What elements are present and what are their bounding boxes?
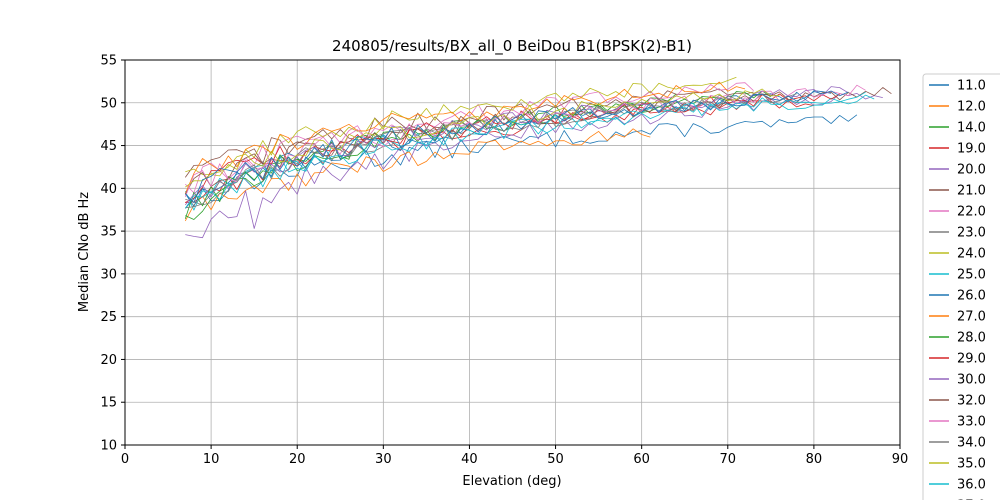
legend-entry: 19.0 [957,142,986,157]
x-tick-label: 80 [806,452,823,467]
series-line-11-0 [185,114,858,209]
series-line-25-0 [184,94,875,211]
x-tick-label: 90 [892,452,909,467]
y-axis-label: Median CNo dB Hz [77,192,92,312]
y-tick-label: 50 [100,96,117,111]
legend-entry: 11.0 [957,79,986,94]
legend-entry: 26.0 [957,289,986,304]
legend: 11.0 12.0 14.0 19.0 20.0 21.0 22.0 23.0 24.0 25.0… [922,73,1000,500]
x-tick-label: 10 [203,452,220,467]
series-line-29-0 [185,93,840,203]
legend-entry: 24.0 [957,247,986,262]
y-tick-label: 20 [100,353,117,368]
x-tick-label: 70 [720,452,737,467]
legend-entry: 20.0 [957,163,986,178]
x-tick-label: 0 [121,452,129,467]
legend-entry: 25.0 [957,268,986,283]
legend-entry: 30.0 [957,373,986,388]
series-line-20-0 [185,93,883,239]
series-line-36-0 [184,91,866,209]
chart-title: 240805/results/BX_all_0 BeiDou B1(BPSK(2… [332,37,692,56]
x-tick-label: 20 [289,452,306,467]
series-line-37-0 [185,90,849,204]
x-tick-label: 60 [633,452,650,467]
legend-entry: 35.0 [957,457,986,472]
legend-entry: 37.0 [957,499,986,500]
legend-entry: 23.0 [957,226,986,241]
legend-entry: 12.0 [957,100,986,115]
series-line-35-0 [185,88,780,188]
x-axis-ticks: 0 10 20 30 40 50 60 70 80 90 [121,445,908,467]
series-line-27-0 [184,81,746,194]
x-tick-label: 30 [375,452,392,467]
y-tick-label: 45 [100,139,117,154]
x-tick-label: 50 [547,452,564,467]
series-line-34-0 [185,93,797,209]
y-tick-label: 55 [100,54,117,69]
y-tick-label: 15 [100,396,117,411]
y-tick-label: 10 [100,439,117,454]
legend-entry: 14.0 [957,121,986,136]
plot-frame [124,59,901,446]
series-lines [184,76,892,239]
y-tick-label: 35 [100,225,117,240]
x-tick-label: 40 [461,452,478,467]
legend-entry: 28.0 [957,331,986,346]
series-line-33-0 [184,84,866,197]
legend-entry: 22.0 [957,205,986,220]
y-tick-label: 25 [100,310,117,325]
plot-area [125,60,900,445]
x-axis-label: Elevation (deg) [462,474,561,489]
y-tick-label: 30 [100,267,117,282]
y-tick-label: 40 [100,182,117,197]
y-axis-ticks: 10 15 20 25 30 35 40 45 50 55 [100,54,125,454]
series-line-12-0 [184,128,651,222]
legend-entry: 32.0 [957,394,986,409]
legend-entry: 29.0 [957,352,986,367]
legend-entry: 36.0 [957,478,986,493]
legend-entry: 33.0 [957,415,986,430]
legend-entry: 34.0 [957,436,986,451]
legend-entry: 27.0 [957,310,986,325]
legend-frame [922,73,1000,500]
legend-entry: 21.0 [957,184,986,199]
